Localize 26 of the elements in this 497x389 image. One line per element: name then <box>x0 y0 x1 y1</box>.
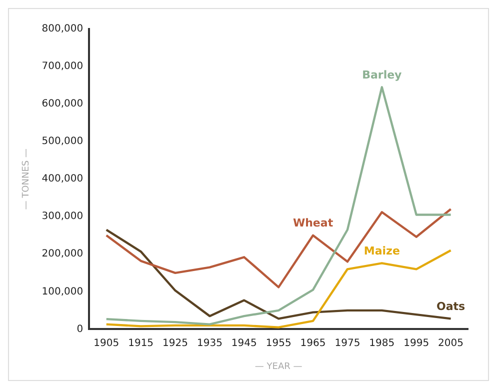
series-label: Barley <box>362 68 402 82</box>
x-tick-label: 1955 <box>266 338 292 349</box>
series-label: Wheat <box>292 216 334 230</box>
y-tick-label: 400,000 <box>42 174 84 185</box>
x-tick-label: 1905 <box>94 338 120 349</box>
x-tick-label: 1985 <box>369 338 395 349</box>
x-tick-label: 1935 <box>196 338 222 349</box>
y-tick-label: 0 <box>76 324 84 335</box>
y-tick-label: 700,000 <box>42 61 84 72</box>
x-tick-label: 1925 <box>162 338 188 349</box>
x-tick-label: 2005 <box>438 338 464 349</box>
y-tick-label: 200,000 <box>42 248 84 260</box>
y-tick-label: 800,000 <box>42 24 84 35</box>
y-tick-label: 600,000 <box>42 98 84 110</box>
y-tick-label: 100,000 <box>42 286 84 298</box>
y-tick-label: 500,000 <box>42 136 84 148</box>
x-tick-label: 1965 <box>300 338 326 349</box>
series-label: Maize <box>364 244 400 258</box>
y-tick-label: 300,000 <box>42 211 84 222</box>
x-axis-title: — YEAR — <box>254 362 302 372</box>
series-label: Oats <box>436 300 466 314</box>
x-tick-label: 1995 <box>404 338 430 349</box>
x-tick-label: 1945 <box>231 338 257 349</box>
x-tick-label: 1915 <box>128 338 154 349</box>
y-axis-title: — TONNES — <box>22 148 32 210</box>
x-tick-label: 1975 <box>334 338 360 349</box>
